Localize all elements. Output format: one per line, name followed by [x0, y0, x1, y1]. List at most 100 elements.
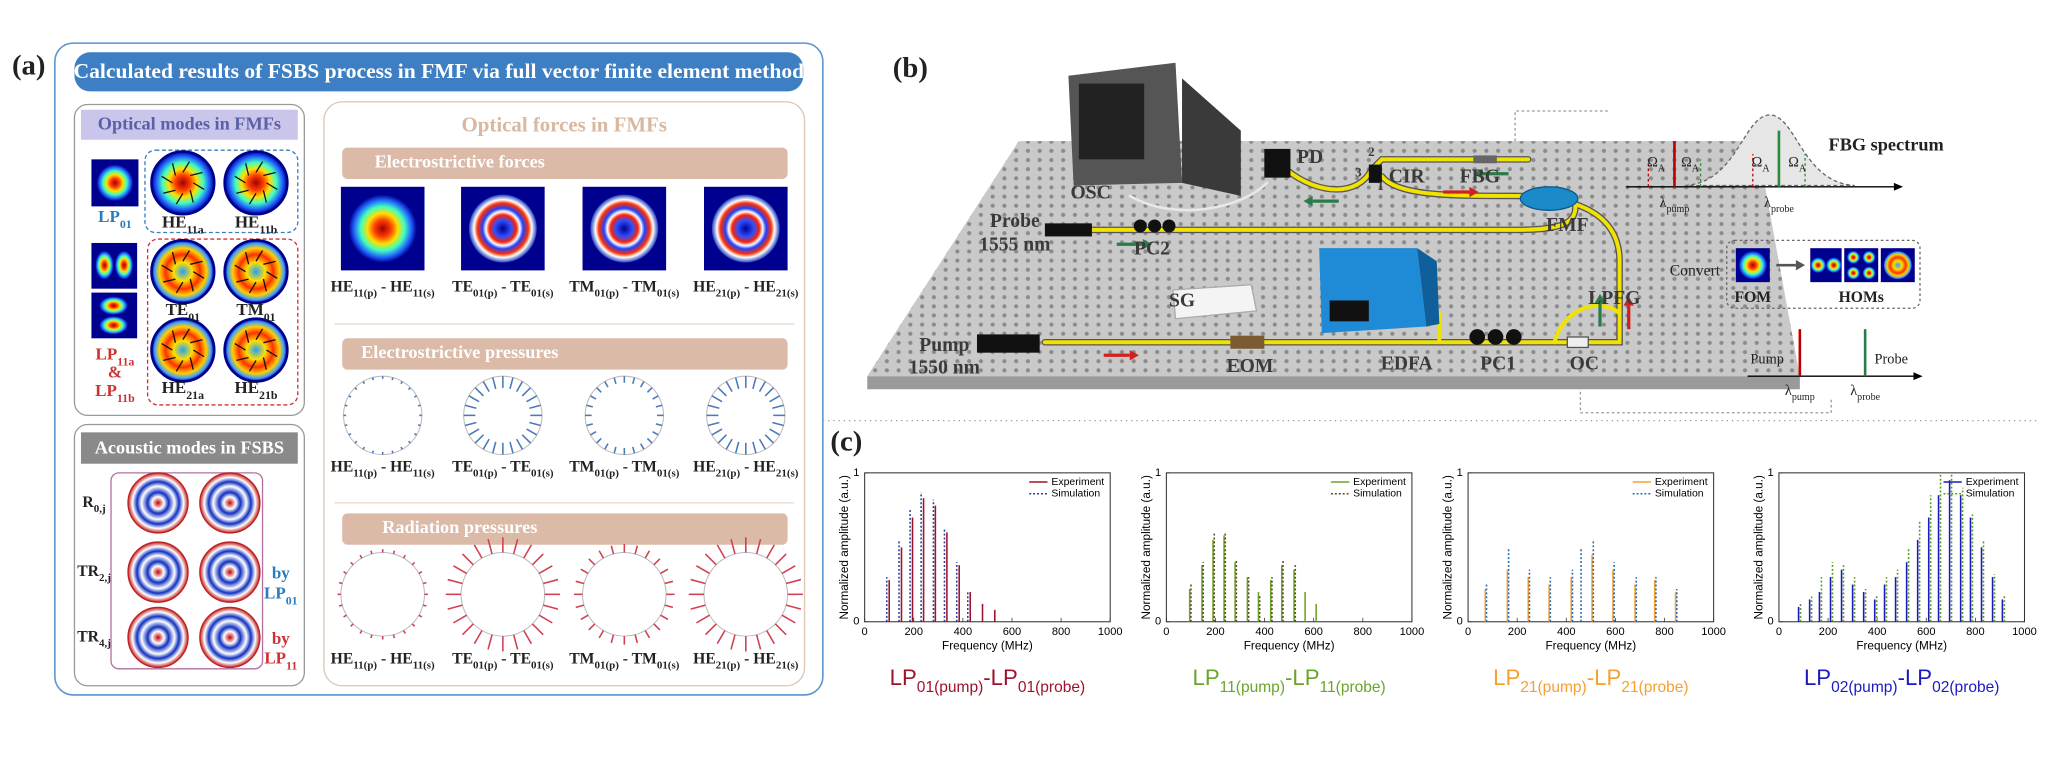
pressure-vector	[359, 554, 363, 559]
legend-label: Simulation	[1051, 489, 1100, 500]
spectrum-label-part: probe	[1771, 204, 1794, 215]
mode-label-part: LP	[96, 344, 118, 363]
y-tick-label: 1	[1155, 467, 1161, 479]
hom-lobe	[1846, 250, 1860, 264]
section-title: Radiation pressures	[382, 517, 537, 537]
polarization-arrow	[262, 278, 267, 292]
polarization-arrow	[192, 182, 205, 190]
pressure-vector	[610, 634, 615, 644]
force-label: HE11(p) - HE11(s)	[331, 650, 435, 671]
pressure-vector	[575, 580, 585, 585]
pressure-vector	[725, 381, 733, 393]
y-tick-label: 0	[1155, 616, 1161, 628]
x-tick-label: 800	[1655, 626, 1674, 638]
pressure-vector	[769, 395, 781, 403]
plot-area	[1165, 472, 1413, 623]
mode-field	[95, 250, 114, 280]
pressure-vector	[391, 450, 394, 454]
pressure-vector	[704, 553, 717, 566]
force-label-part: TE	[452, 278, 473, 295]
x-tick-label: 0	[1163, 626, 1169, 638]
pressure-vector	[453, 565, 468, 575]
force-label: TM01(p) - TM01(s)	[569, 278, 679, 299]
x-tick-label: 1000	[1701, 626, 1726, 638]
section-title: Electrostrictive pressures	[361, 342, 558, 362]
pressure-vector	[392, 550, 396, 555]
pressure-vector	[526, 395, 538, 403]
force-label-part: - HE	[377, 278, 413, 295]
arrows	[1103, 168, 1634, 361]
pressure-vector	[344, 404, 348, 407]
pressure-vector	[632, 446, 636, 454]
row-label-part: TR	[77, 563, 99, 580]
chart-caption-part: 02(pump)	[1831, 679, 1897, 696]
force-label-part: - TM	[619, 278, 657, 295]
polarization-arrow	[262, 190, 267, 203]
pressure-vector	[464, 421, 477, 427]
chart-caption-part: -LP	[1587, 665, 1622, 690]
pressure-vector	[491, 441, 497, 454]
spectrum-label: ΩA	[1647, 155, 1666, 175]
legend-label: Simulation	[1966, 489, 2015, 500]
force-label-part: 01(p)	[594, 467, 619, 479]
force-label-part: TE	[452, 458, 473, 475]
force-label-part: 01(p)	[473, 467, 498, 479]
mode-note-part: 01	[286, 593, 298, 607]
fom-spot	[1738, 250, 1768, 280]
fbg-diagram	[1626, 114, 1904, 191]
spectrum-label: λpump	[1660, 195, 1690, 215]
device-label: PC1	[1480, 353, 1516, 374]
spectrum-label-part: A	[1658, 163, 1666, 174]
spectrum-label-part: λ	[1660, 195, 1667, 211]
x-tick-label: 400	[954, 626, 973, 638]
pressure-ring	[340, 552, 426, 637]
pressure-vector	[716, 630, 726, 645]
device-label-part: 2	[1368, 144, 1375, 159]
pressure-vector	[610, 545, 615, 555]
x-tick-label: 200	[1206, 626, 1225, 638]
polarization-arrow	[234, 342, 246, 351]
polarization-arrow	[263, 260, 276, 265]
force-label-part: HE	[693, 650, 716, 667]
pressure-vector	[473, 630, 483, 645]
hom-ring	[1883, 250, 1913, 280]
polarization-arrow	[234, 175, 246, 184]
force-label-part: 11(s)	[413, 467, 435, 479]
pressure-vector	[521, 387, 532, 397]
row-label-part: TR	[77, 628, 99, 645]
device-label-part: PC1	[1480, 353, 1516, 374]
x-tick-label: 800	[1354, 626, 1373, 638]
mode-label-part: HE	[162, 378, 187, 397]
chart-caption-part: LP	[1804, 665, 1831, 690]
force-label-part: - TM	[619, 458, 657, 475]
cable	[1128, 181, 1269, 212]
polarization-arrow	[175, 281, 184, 294]
device-label: 1	[1377, 178, 1384, 193]
acoustic-mode	[199, 606, 261, 669]
pressure-vector	[447, 604, 463, 610]
pressure-vector	[523, 544, 533, 559]
force-field	[590, 194, 659, 263]
pressure-vector	[755, 538, 762, 555]
x-tick-label: 600	[1304, 626, 1323, 638]
sg	[1172, 284, 1258, 320]
polarization-arrow	[189, 190, 194, 203]
pressure-vector	[604, 443, 609, 450]
force-label-part: 01(p)	[594, 287, 619, 299]
axis-head	[1893, 182, 1904, 191]
mode-label-part: 01	[264, 310, 276, 324]
force-label: HE11(p) - HE11(s)	[331, 278, 435, 299]
chart-caption-part: LP	[1493, 665, 1520, 690]
force-label-part: 11(s)	[413, 287, 435, 299]
pressure-vector	[766, 630, 776, 645]
pc	[1487, 329, 1504, 345]
pressure-vector	[586, 404, 593, 408]
chart-caption-part: LP	[1193, 665, 1220, 690]
arrow-head	[1142, 239, 1152, 250]
pressure-vector	[695, 614, 710, 624]
pressure-vector	[407, 387, 411, 391]
oc	[1566, 336, 1589, 349]
title-bar	[74, 52, 804, 92]
pressure-vector	[392, 634, 396, 639]
